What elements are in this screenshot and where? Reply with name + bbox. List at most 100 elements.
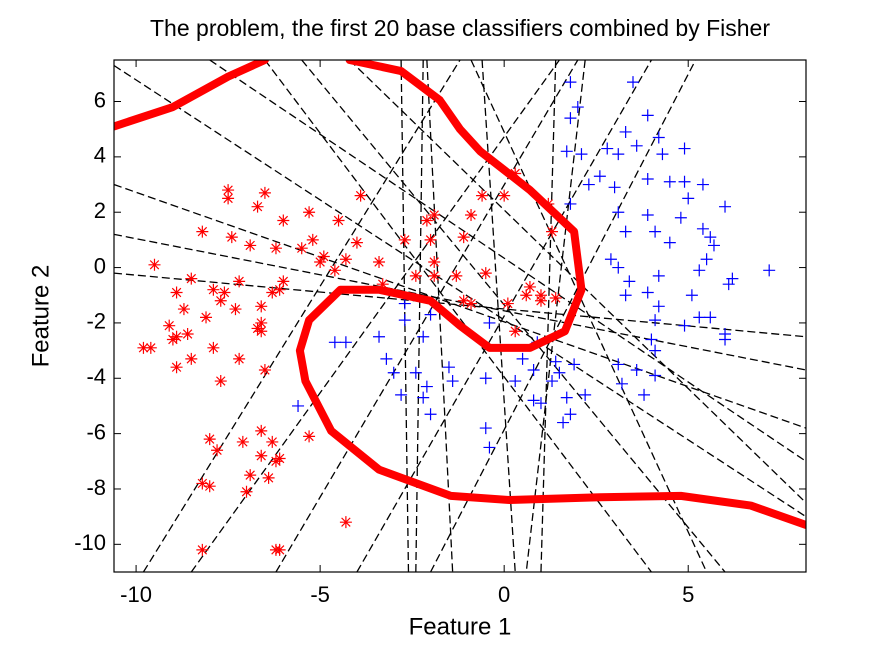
classifier-line [525, 60, 586, 572]
data-point [303, 430, 316, 443]
data-point [560, 391, 573, 404]
data-point [678, 319, 691, 332]
data-point [398, 314, 411, 327]
data-point [240, 485, 253, 498]
data-point [196, 543, 209, 556]
data-point [317, 250, 330, 263]
data-point [306, 233, 319, 246]
data-point [501, 297, 514, 310]
data-point [509, 375, 522, 388]
data-point [417, 391, 430, 404]
data-point [557, 416, 570, 429]
data-point [409, 366, 422, 379]
data-point [398, 297, 411, 310]
data-point [266, 435, 279, 448]
data-point [303, 206, 316, 219]
classifier-line [190, 60, 560, 572]
data-point [170, 330, 183, 343]
data-point [612, 148, 625, 161]
data-point [549, 292, 562, 305]
data-point [244, 239, 257, 252]
data-point [571, 101, 584, 114]
data-point [527, 394, 540, 407]
x-axis-label: Feature 1 [409, 613, 512, 640]
data-point [376, 278, 389, 291]
data-point [663, 236, 676, 249]
data-point [498, 189, 511, 202]
data-point [148, 258, 161, 271]
data-point [255, 300, 268, 313]
data-point [652, 131, 665, 144]
data-point [387, 366, 400, 379]
data-point [258, 186, 271, 199]
data-point [579, 388, 592, 401]
data-point [251, 200, 264, 213]
data-point [623, 275, 636, 288]
data-point [292, 399, 305, 412]
classifier-line [426, 60, 454, 572]
data-point [200, 311, 213, 324]
data-point [255, 424, 268, 437]
data-point [483, 441, 496, 454]
data-point [236, 435, 249, 448]
data-point [696, 222, 709, 235]
data-point [428, 269, 441, 282]
data-point [211, 444, 224, 457]
data-point [479, 372, 492, 385]
data-point [645, 333, 658, 346]
data-point [696, 178, 709, 191]
classifier-line [356, 60, 652, 572]
data-point [674, 211, 687, 224]
data-point [420, 380, 433, 393]
data-point [255, 325, 268, 338]
data-point [476, 189, 489, 202]
data-point [612, 261, 625, 274]
data-point [649, 344, 662, 357]
data-point [222, 184, 235, 197]
y-axis-label: Feature 2 [27, 265, 54, 368]
data-point [207, 341, 220, 354]
data-point [615, 377, 628, 390]
data-point [218, 286, 231, 299]
data-point [719, 327, 732, 340]
data-point [641, 109, 654, 122]
data-point [185, 272, 198, 285]
classifier-line [114, 64, 806, 518]
chart-title: The problem, the first 20 base classifie… [150, 15, 770, 41]
data-point [560, 145, 573, 158]
data-point [479, 422, 492, 435]
plot-area [114, 60, 806, 572]
data-point [619, 289, 632, 302]
data-point [409, 269, 422, 282]
data-point [450, 269, 463, 282]
y-tick-label: 6 [94, 87, 106, 112]
data-point [483, 316, 496, 329]
data-point [380, 352, 393, 365]
data-point [295, 242, 308, 255]
data-point [726, 272, 739, 285]
data-point [763, 264, 776, 277]
data-point [196, 225, 209, 238]
data-point [177, 303, 190, 316]
data-point [266, 286, 279, 299]
classifier-line [142, 60, 461, 572]
data-point [700, 253, 713, 266]
data-point [350, 236, 363, 249]
y-tick-label: -2 [86, 309, 106, 334]
data-point [649, 369, 662, 382]
data-point [630, 139, 643, 152]
data-point [273, 283, 286, 296]
data-point [593, 170, 606, 183]
data-point [332, 214, 345, 227]
data-point [707, 239, 720, 252]
data-point [258, 363, 271, 376]
data-point [420, 214, 433, 227]
data-point [457, 231, 470, 244]
data-point [277, 214, 290, 227]
data-point [612, 358, 625, 371]
data-point [693, 311, 706, 324]
data-point [516, 352, 529, 365]
data-point [354, 189, 367, 202]
data-point [144, 341, 157, 354]
classifier-line [301, 60, 726, 572]
